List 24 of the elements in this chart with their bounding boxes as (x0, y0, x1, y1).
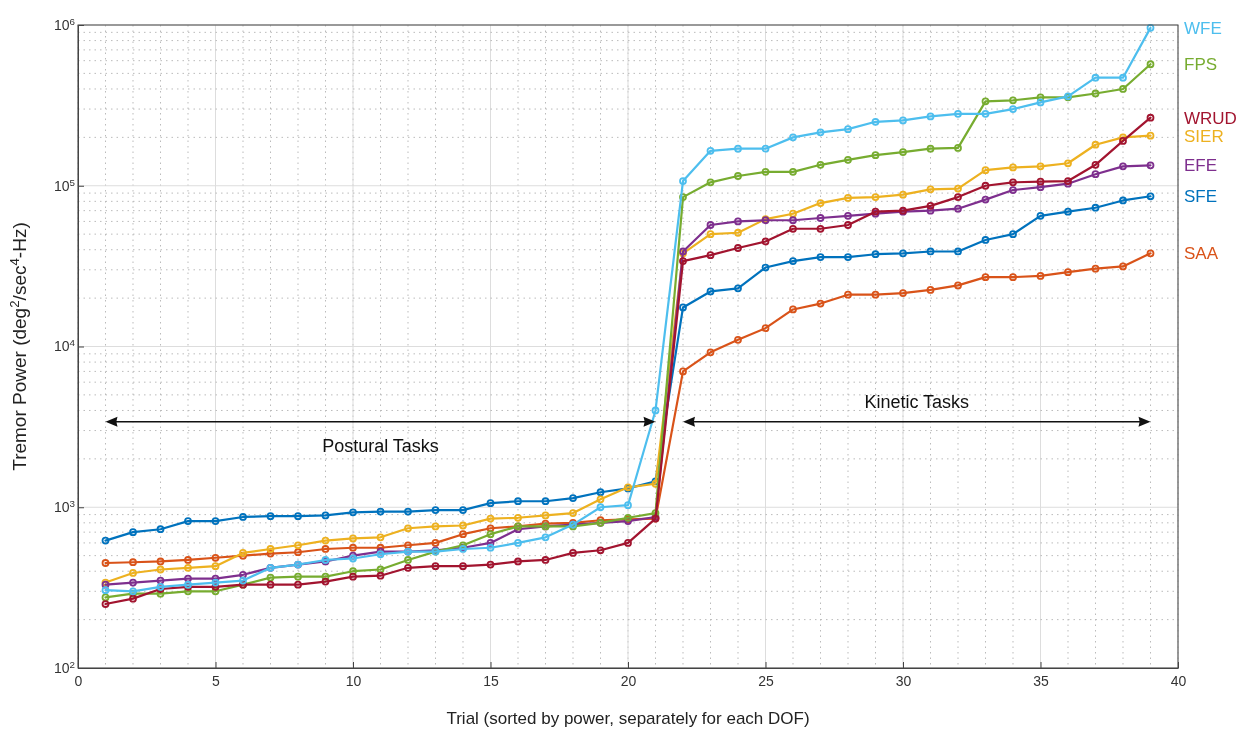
y-tick-label: 10$^{5}$ (53, 176, 76, 194)
y-tick-label: 10$^{2}$ (53, 658, 75, 676)
y-tick-label: 10$^{4}$ (53, 336, 76, 355)
x-tick-label: 0 (74, 673, 83, 690)
series-label: WRUD (1184, 108, 1237, 128)
series-label: SAA (1184, 244, 1219, 264)
series-label: WFE (1184, 18, 1222, 38)
x-axis-title: Trial (sorted by power, separately for each DOF) (446, 709, 810, 728)
x-tick-label: 20 (620, 673, 637, 690)
y-tick-label: 10$^{6}$ (53, 15, 76, 33)
x-tick-label: 10 (345, 673, 362, 690)
series-label: SFE (1184, 187, 1218, 207)
x-tick-label: 5 (212, 673, 221, 690)
x-tick-label: 15 (483, 673, 499, 690)
series-label: EFE (1184, 156, 1218, 176)
annotation: Kinetic Tasks (864, 391, 970, 412)
x-tick-label: 40 (1170, 673, 1187, 690)
x-tick-label: 30 (895, 673, 912, 690)
y-tick-label: 10$^{3}$ (53, 497, 76, 516)
x-tick-label: 35 (1033, 673, 1049, 690)
series-label: SIER (1184, 126, 1224, 146)
annotation: Postural Tasks (322, 435, 439, 456)
x-tick-label: 25 (758, 673, 774, 690)
series-label: FPS (1184, 55, 1218, 75)
